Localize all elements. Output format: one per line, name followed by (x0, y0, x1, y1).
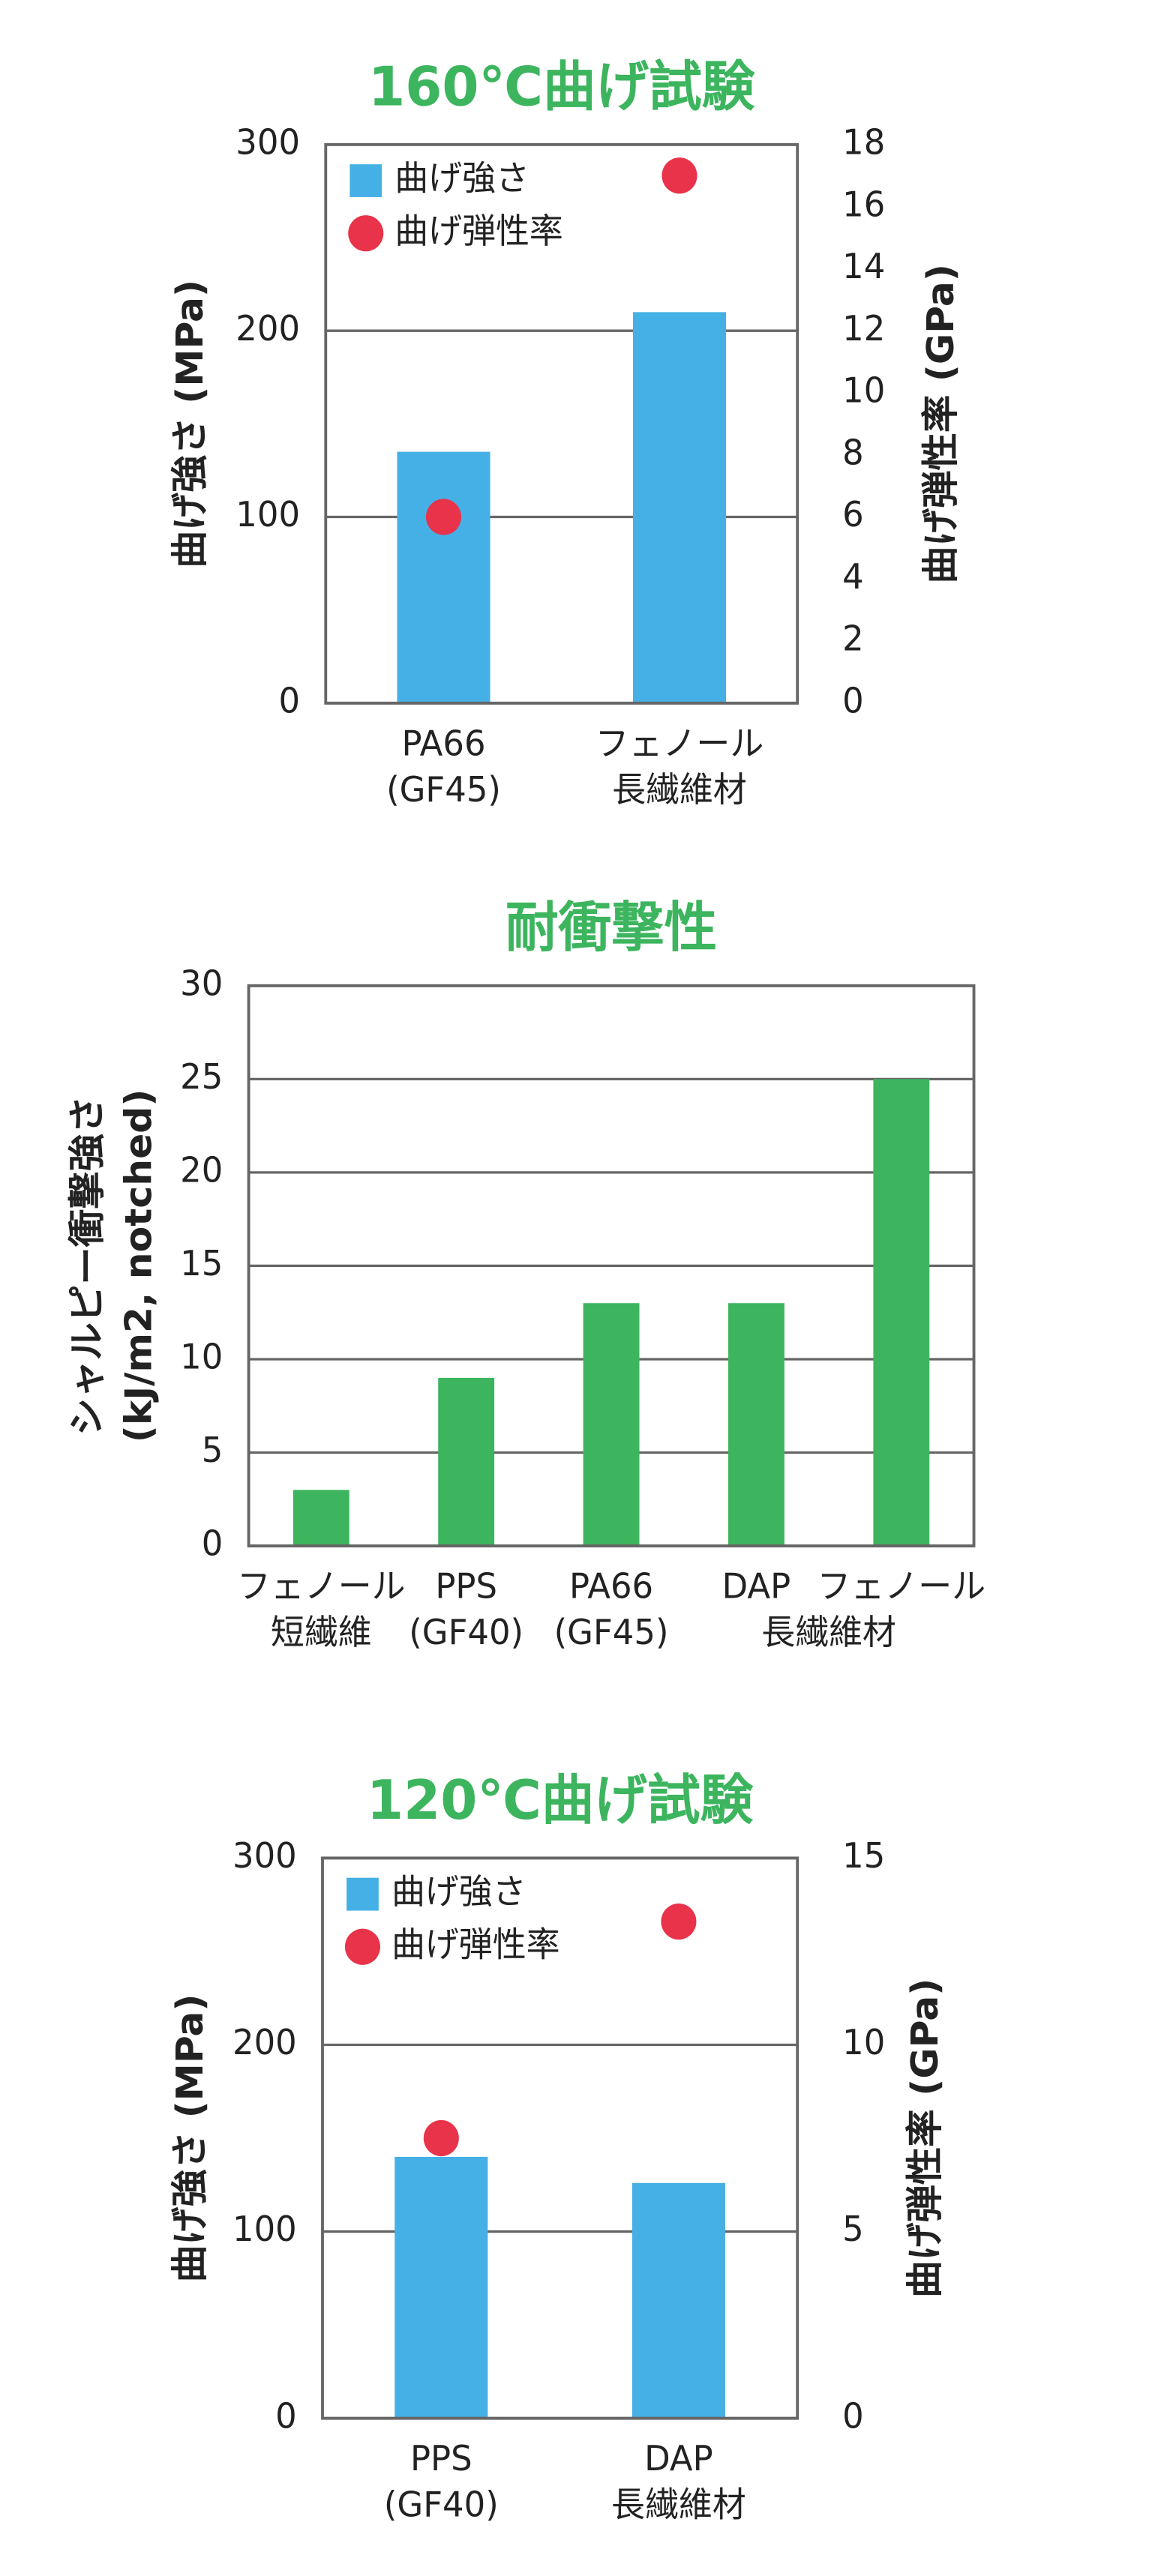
bar (728, 1303, 784, 1547)
y-tick-label: 10 (180, 1337, 223, 1377)
x-tick-label: 長繊維材 (611, 2485, 746, 2525)
y-tick-label: 100 (232, 2209, 297, 2250)
legend-marker (344, 1928, 381, 1965)
x-tick-label: (GF40) (384, 2485, 499, 2525)
y-tick-label: 20 (180, 1150, 223, 1191)
y2-tick-label: 0 (842, 2396, 864, 2437)
x-tick-label: フェノール (818, 1566, 986, 1607)
bar (394, 2156, 488, 2419)
y-tick-label: 15 (180, 1244, 223, 1284)
y-tick-label: 300 (236, 122, 300, 163)
y-axis-label: シャルピー衝撃強さ (66, 1096, 109, 1436)
category-group-label: 長繊維材 (761, 1613, 896, 1653)
legend-marker (346, 1877, 379, 1911)
bar (632, 312, 727, 703)
y2-tick-label: 2 (842, 619, 864, 659)
x-tick-label: フェノール (237, 1566, 406, 1607)
bar (873, 1079, 930, 1547)
y-tick-label: 300 (232, 1836, 297, 1877)
point (425, 499, 462, 535)
x-tick-label: PPS (435, 1566, 497, 1607)
bar (632, 2182, 725, 2419)
legend-marker (350, 164, 382, 197)
x-tick-label: (GF40) (409, 1613, 524, 1653)
point (423, 2119, 459, 2157)
y2-axis-label: 曲げ弾性率 (GPa) (920, 264, 962, 584)
y2-tick-label: 16 (842, 184, 885, 225)
plot-frame (247, 984, 976, 1548)
y-tick-label: 100 (236, 495, 300, 535)
y2-tick-label: 0 (842, 681, 864, 721)
x-tick-label: DAP (722, 1566, 791, 1607)
y2-tick-label: 4 (842, 556, 864, 597)
y2-tick-label: 5 (842, 2209, 864, 2250)
x-tick-label: 長繊維材 (612, 769, 747, 810)
legend-label: 曲げ強さ (392, 1872, 526, 1913)
point (661, 1903, 697, 1940)
chart-title: 120℃曲げ試験 (367, 1769, 754, 1832)
y2-tick-label: 15 (842, 1836, 885, 1877)
y2-tick-label: 6 (842, 495, 864, 535)
y-tick-label: 200 (232, 2023, 297, 2063)
plot-frame (324, 142, 800, 705)
x-tick-label: PA66 (401, 723, 485, 764)
x-tick-label: (GF45) (386, 769, 501, 810)
chart-title: 耐衝撃性 (506, 896, 717, 959)
bar (397, 451, 490, 703)
x-tick-label: DAP (644, 2439, 713, 2479)
y2-tick-label: 8 (842, 433, 864, 473)
legend-label: 曲げ弾性率 (392, 1925, 560, 1965)
point (662, 157, 698, 194)
chart-title: 160℃曲げ試験 (368, 55, 755, 118)
legend-marker (348, 215, 384, 252)
x-tick-label: フェノール (596, 723, 764, 764)
y2-tick-label: 14 (842, 247, 885, 287)
legend-label: 曲げ強さ (394, 158, 530, 199)
y-axis-label: 曲げ強さ (MPa) (169, 1994, 212, 2283)
y-tick-label: 0 (202, 1523, 224, 1564)
y2-tick-label: 10 (842, 2023, 885, 2063)
bar (292, 1490, 350, 1547)
legend-label: 曲げ弾性率 (394, 211, 563, 251)
y-tick-label: 0 (275, 2396, 297, 2437)
x-tick-label: 短繊維 (271, 1613, 372, 1653)
x-tick-label: PPS (410, 2439, 472, 2479)
x-tick-label: (GF45) (554, 1613, 669, 1653)
bar (583, 1303, 640, 1547)
y-axis-label: (kJ/m2, notched) (117, 1089, 160, 1443)
y-tick-label: 25 (180, 1056, 223, 1097)
y-tick-label: 200 (236, 308, 300, 349)
x-tick-label: PA66 (569, 1566, 653, 1607)
plot-frame (321, 1856, 800, 2420)
y-tick-label: 30 (180, 963, 223, 1004)
y2-tick-label: 10 (842, 370, 885, 411)
y-tick-label: 5 (202, 1430, 224, 1471)
y-tick-label: 0 (278, 681, 300, 721)
y2-tick-label: 18 (842, 122, 885, 163)
bar (438, 1377, 495, 1547)
y2-tick-label: 12 (842, 308, 885, 349)
y2-axis-label: 曲げ弾性率 (GPa) (903, 1978, 946, 2299)
y-axis-label: 曲げ強さ (MPa) (169, 280, 212, 568)
